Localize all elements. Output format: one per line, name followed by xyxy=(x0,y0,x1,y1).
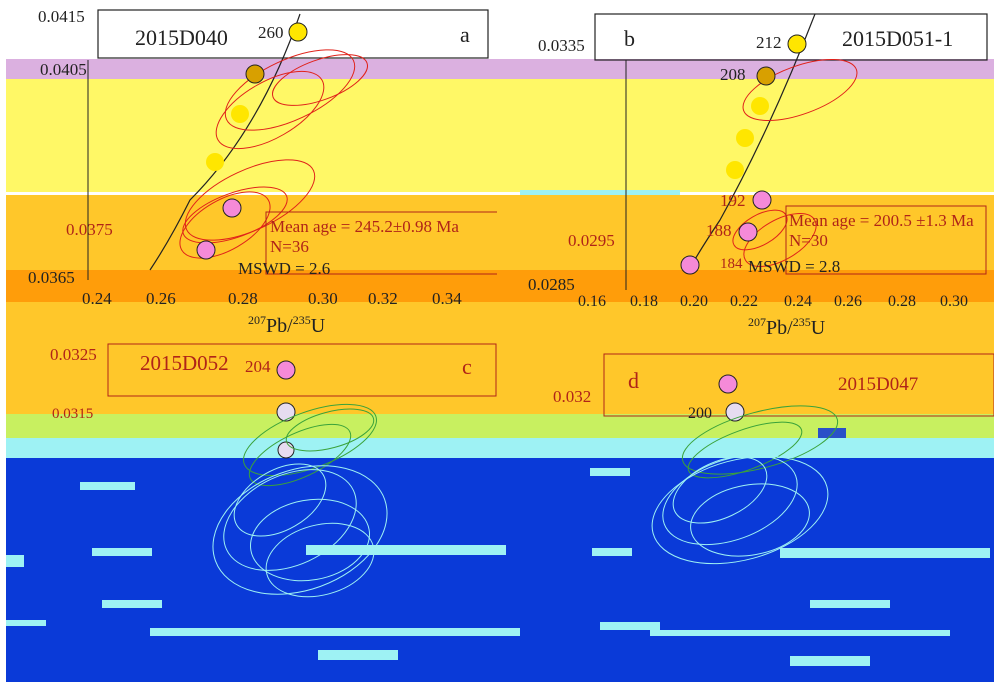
mean-age-a: Mean age = 245.2±0.98 Ma xyxy=(270,217,459,236)
sample-box-a xyxy=(97,9,489,59)
age-label-a-260: 260 xyxy=(258,23,284,42)
chart-panel-a: 2015D040 a 0.0415 0.0405 0.0375 0.0365 2… xyxy=(28,7,497,337)
panel-letter-b: b xyxy=(624,26,635,51)
band-cyan-thin xyxy=(520,190,680,195)
band-dark-orange xyxy=(6,270,994,302)
sample-label-b: 2015D051-1 xyxy=(842,26,953,51)
x-tick-a-1: 0.26 xyxy=(146,289,176,308)
concordia-marker-a-3 xyxy=(231,105,249,123)
y-tick-a-0: 0.0415 xyxy=(38,7,85,26)
concordia-marker-a-4 xyxy=(206,153,224,171)
y-tick-a-4: 0.0375 xyxy=(66,220,113,239)
panel-letter-a: a xyxy=(460,22,470,47)
concordia-marker-a-2 xyxy=(245,64,265,84)
y-tick-b-0: 0.0335 xyxy=(538,36,585,55)
mean-age-box-a xyxy=(265,211,497,275)
sample-box-b xyxy=(594,13,988,61)
n-count-a: N=36 xyxy=(270,237,309,256)
y-tick-a-1: 0.0405 xyxy=(40,60,87,79)
error-ellipses-a xyxy=(179,49,368,259)
concordia-marker-a-6 xyxy=(196,240,216,260)
x-tick-a-2: 0.28 xyxy=(228,289,258,308)
y-tick-a-5: 0.0365 xyxy=(28,268,75,287)
age-label-b-212: 212 xyxy=(756,33,782,52)
x-tick-a-3: 0.30 xyxy=(308,289,338,308)
concordia-marker-a-5 xyxy=(222,198,242,218)
sample-label-a: 2015D040 xyxy=(135,25,228,50)
x-tick-a-4: 0.32 xyxy=(368,289,398,308)
x-tick-a-0: 0.24 xyxy=(82,289,112,308)
band-cyan xyxy=(6,438,994,458)
x-axis-label-a: 207Pb/235U xyxy=(248,313,326,337)
x-ticks-a: 0.24 0.26 0.28 0.30 0.32 0.34 xyxy=(82,289,462,308)
concordia-curve-a xyxy=(149,13,301,271)
concordia-marker-a-260 xyxy=(288,22,308,42)
band-blue xyxy=(6,458,994,682)
concordia-marker-b-212 xyxy=(787,34,807,54)
mswd-a: MSWD = 2.6 xyxy=(238,259,330,278)
x-tick-a-5: 0.34 xyxy=(432,289,462,308)
